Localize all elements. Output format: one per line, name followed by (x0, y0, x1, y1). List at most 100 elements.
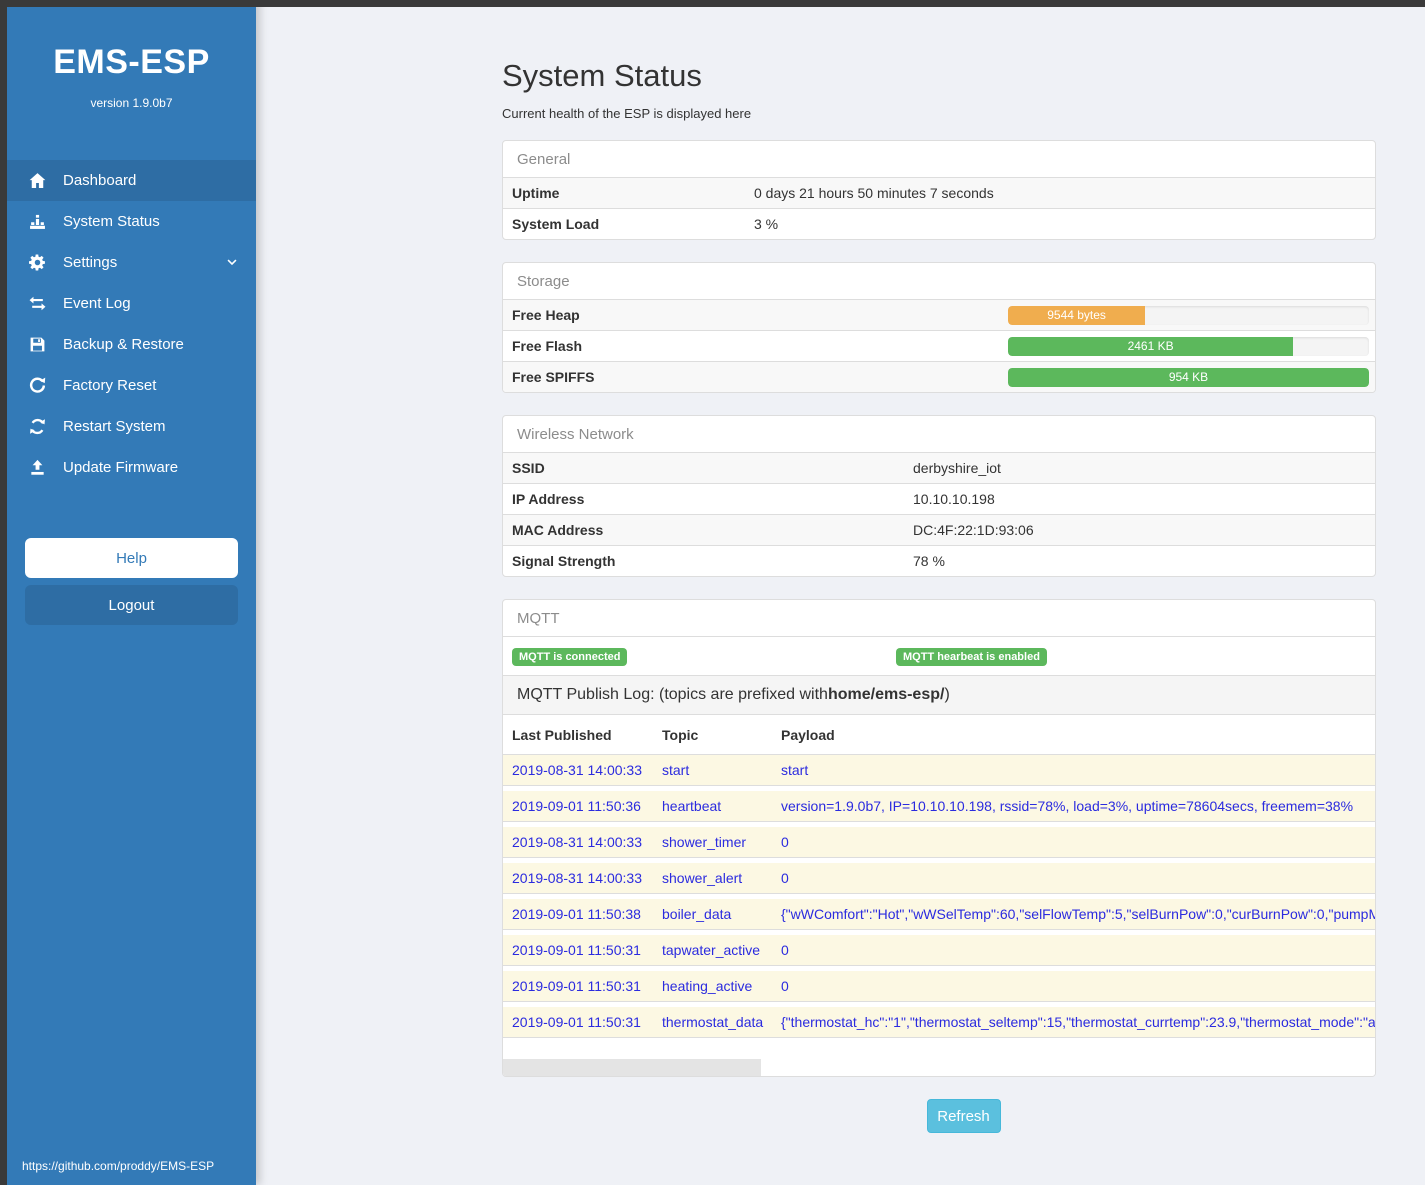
sidebar-item-label: Backup & Restore (63, 336, 184, 353)
mqtt-log-row: 2019-09-01 11:50:31 thermostat_data {"ther… (503, 1007, 1375, 1038)
horizontal-scrollbar-thumb[interactable] (503, 1059, 761, 1076)
sidebar-item-update-firmware[interactable]: Update Firmware (7, 447, 256, 488)
logout-button[interactable]: Logout (25, 585, 238, 625)
table-row: Free Heap 9544 bytes (503, 299, 1375, 330)
cell-topic: heartbeat (662, 798, 722, 814)
panel-general-title: General (517, 151, 571, 168)
table-row: MAC Address DC:4F:22:1D:93:06 (503, 514, 1375, 545)
mqtt-log-rows: 2019-08-31 14:00:33 start start 2019-09-01 … (503, 754, 1375, 1038)
row-value: 10.10.10.198 (913, 491, 995, 507)
reset-icon (29, 377, 46, 394)
status-badge: MQTT hearbeat is enabled (896, 648, 1047, 666)
row-value: DC:4F:22:1D:93:06 (913, 522, 1034, 538)
storage-rows: Free Heap 9544 bytes Free Flash 2461 KB Free… (503, 299, 1375, 392)
cell-published: 2019-09-01 11:50:36 (512, 798, 641, 814)
cell-payload: start (781, 762, 809, 778)
table-row: Signal Strength 78 % (503, 545, 1375, 576)
row-value: 3 % (754, 216, 779, 232)
mqtt-log-title-suffix: ) (944, 686, 950, 703)
row-label: Free SPIFFS (512, 369, 595, 385)
mqtt-log-row: 2019-09-01 11:50:31 tapwater_active 0 (503, 935, 1375, 966)
status-badge: MQTT is connected (512, 648, 628, 666)
sidebar-item-dashboard[interactable]: Dashboard (7, 160, 256, 201)
progress-track: 2461 KB (1008, 336, 1369, 356)
sidebar: EMS-ESP version 1.9.0b7 Dashboard System … (7, 0, 256, 1185)
cell-payload: {"thermostat_hc":"1","thermostat_seltemp… (781, 1014, 1375, 1030)
restart-icon (29, 418, 46, 435)
sidebar-item-system-status[interactable]: System Status (7, 201, 256, 242)
cell-payload: 0 (781, 942, 789, 958)
table-row: Uptime 0 days 21 hours 50 minutes 7 secon… (503, 177, 1375, 208)
panel-wireless: Wireless Network SSID derbyshire_iot IP Ad… (502, 415, 1376, 577)
row-value: 0 days 21 hours 50 minutes 7 seconds (754, 185, 994, 201)
sidebar-item-backup-restore[interactable]: Backup & Restore (7, 324, 256, 365)
exchange-icon (29, 295, 46, 312)
wireless-rows: SSID derbyshire_iot IP Address 10.10.10.198… (503, 452, 1375, 576)
sidebar-item-event-log[interactable]: Event Log (7, 283, 256, 324)
mqtt-log-title-prefix: MQTT Publish Log: (topics are prefixed w… (517, 686, 828, 703)
col-header-last-published: Last Published (512, 726, 612, 743)
table-row: Free SPIFFS 954 KB (503, 361, 1375, 392)
sidebar-item-factory-reset[interactable]: Factory Reset (7, 365, 256, 406)
sidebar-nav: Dashboard System Status Settings Event Log B… (7, 160, 256, 488)
progress-bar: 2461 KB (1008, 336, 1375, 356)
horizontal-scrollbar (503, 1043, 1375, 1076)
mqtt-log-row: 2019-08-31 14:00:33 start start (503, 755, 1375, 786)
home-icon (29, 172, 46, 189)
mqtt-log-row: 2019-08-31 14:00:33 shower_alert 0 (503, 863, 1375, 894)
cell-payload: 0 (781, 978, 789, 994)
cell-payload: {"wWComfort":"Hot","wWSelTemp":60,"selFl… (781, 906, 1375, 922)
sidebar-item-label: Factory Reset (63, 377, 157, 394)
mqtt-log-title: MQTT Publish Log: (topics are prefixed w… (503, 675, 1375, 714)
cell-topic: shower_alert (662, 870, 743, 886)
mqtt-status-badges: MQTT is connected MQTT hearbeat is enable… (503, 636, 1375, 675)
col-header-topic: Topic (662, 726, 699, 743)
col-header-payload: Payload (781, 726, 835, 743)
table-row: System Load 3 % (503, 208, 1375, 239)
sidebar-item-restart-system[interactable]: Restart System (7, 406, 256, 447)
cell-payload: 0 (781, 870, 789, 886)
page-title: System Status (502, 58, 702, 93)
sidebar-item-label: Event Log (63, 295, 131, 312)
panel-storage-title: Storage (517, 273, 570, 290)
sidebar-item-label: Restart System (63, 418, 166, 435)
cell-published: 2019-09-01 11:50:31 (512, 1014, 641, 1030)
gear-icon (29, 254, 46, 271)
page-subtitle: Current health of the ESP is displayed h… (502, 106, 752, 121)
row-value: derbyshire_iot (913, 460, 1001, 476)
refresh-button[interactable]: Refresh (926, 1099, 1001, 1133)
sidebar-item-label: Dashboard (63, 172, 137, 189)
cell-topic: tapwater_active (662, 942, 761, 958)
cell-published: 2019-08-31 14:00:33 (512, 834, 642, 850)
chevron-down-icon (226, 257, 238, 269)
cell-topic: thermostat_data (662, 1014, 764, 1030)
row-label: Signal Strength (512, 553, 616, 569)
progress-fill: 954 KB (1008, 367, 1369, 387)
status-icon (29, 213, 46, 230)
sidebar-item-settings[interactable]: Settings (7, 242, 256, 283)
progress-fill: 9544 bytes (1008, 305, 1146, 325)
app-version: version 1.9.0b7 (90, 96, 173, 110)
sidebar-item-label: Update Firmware (63, 459, 179, 476)
cell-payload: 0 (781, 834, 789, 850)
row-label: Free Heap (512, 307, 580, 323)
mqtt-log-row: 2019-09-01 11:50:38 boiler_data {"wWComfor… (503, 899, 1375, 930)
row-label: SSID (512, 460, 545, 476)
cell-topic: shower_timer (662, 834, 747, 850)
cell-published: 2019-09-01 11:50:31 (512, 978, 641, 994)
row-label: IP Address (512, 491, 585, 507)
row-label: System Load (512, 216, 600, 232)
panel-mqtt-title: MQTT (517, 610, 560, 627)
sidebar-item-label: System Status (63, 213, 160, 230)
progress-bar: 954 KB (1008, 367, 1375, 387)
row-label: Free Flash (512, 338, 583, 354)
help-button[interactable]: Help (25, 538, 238, 578)
cell-published: 2019-09-01 11:50:31 (512, 942, 641, 958)
row-label: MAC Address (512, 522, 604, 538)
mqtt-log-row: 2019-08-31 14:00:33 shower_timer 0 (503, 827, 1375, 858)
window-frame-left (0, 0, 7, 1185)
cell-payload: version=1.9.0b7, IP=10.10.10.198, rssid=… (781, 798, 1354, 814)
sidebar-item-label: Settings (63, 254, 118, 271)
general-rows: Uptime 0 days 21 hours 50 minutes 7 secon… (503, 177, 1375, 239)
github-link[interactable]: https://github.com/proddy/EMS-ESP (22, 1159, 215, 1173)
